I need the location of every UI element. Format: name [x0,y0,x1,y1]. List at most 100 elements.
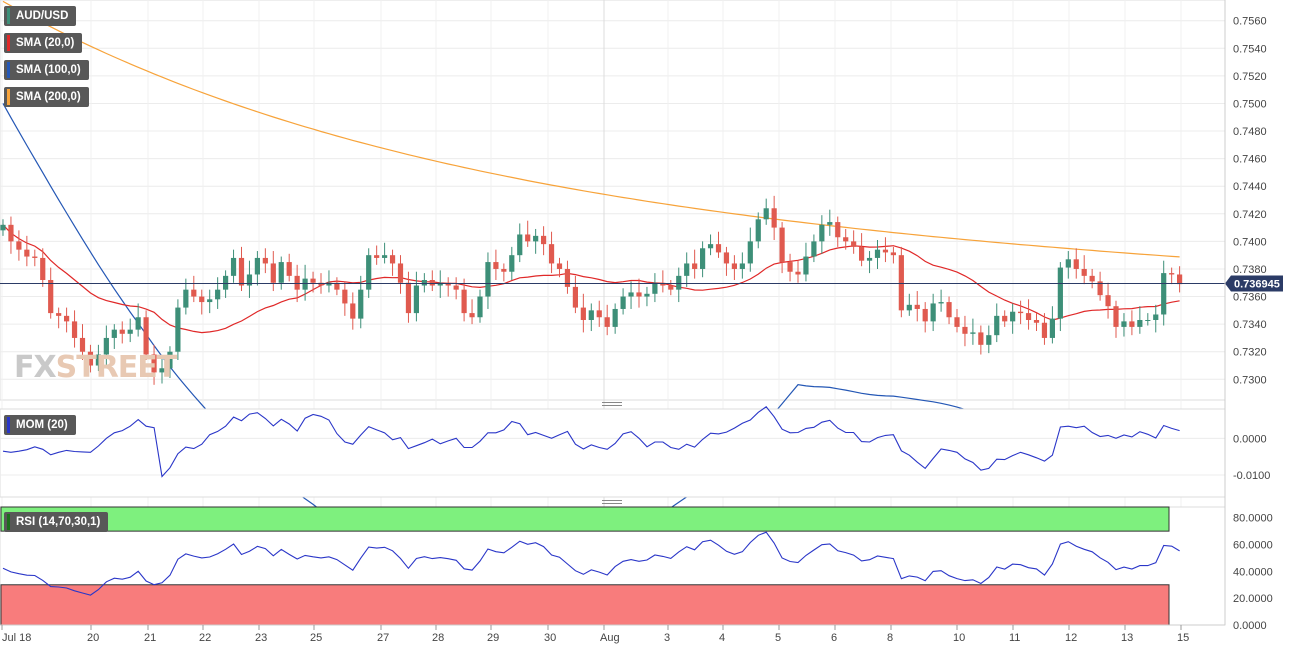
candle-body [24,249,30,257]
x-tick-label: 12 [1065,632,1077,644]
candle-body [397,263,404,283]
candle-body [1025,313,1032,320]
candle-body [572,286,578,308]
candle-body [437,282,443,286]
candle-body [747,241,753,264]
candle-body [421,280,427,286]
x-tick-label: Jul 18 [2,632,31,644]
candle-body [286,262,292,276]
legend-instrument[interactable]: AUD/USD [4,6,77,26]
candle-body [56,313,62,316]
candle-body [874,249,881,258]
candle-body [342,289,348,304]
candle-body [0,224,6,231]
candle-body [811,241,817,257]
candle-body [564,268,571,287]
candle-body [978,332,984,345]
x-tick-label: 27 [377,632,389,644]
candle-body [644,293,650,297]
mom-tick-label: -0.0100 [1233,470,1270,482]
candle-body [835,222,841,238]
candle-body [16,241,22,250]
mom-panel-bg [0,408,1226,498]
legend-sma200[interactable]: SMA (200,0) [4,87,89,107]
x-tick-label: 5 [775,632,781,644]
candle-body [866,257,873,261]
candle-body [310,278,316,283]
price-tick-label: 0.7560 [1233,16,1267,28]
candle-body [1057,267,1063,319]
candle-body [556,263,563,269]
candle-body [270,263,276,283]
candle-body [111,329,117,338]
candle-body [429,280,435,286]
x-tick-label: 10 [953,632,965,644]
candle-body [1073,259,1079,269]
candle-body [87,351,94,366]
price-tick-label: 0.7400 [1233,236,1267,248]
candle-body [715,244,722,253]
candle-body [906,304,912,311]
candle-body [469,313,475,318]
candle-body [588,310,594,320]
candle-body [930,303,936,322]
candle-body [389,255,396,264]
sma200-line [2,0,1180,258]
rsi-tick-label: 20.0000 [1233,593,1273,605]
candle-body [246,274,253,286]
legend-sma20[interactable]: SMA (20,0) [4,33,83,53]
candle-body [191,289,197,297]
candle-body [843,237,849,242]
last-price-label: 0.736945 [1234,279,1280,291]
mom-line [2,406,1180,478]
candle-body [676,275,682,290]
candle-body [859,246,865,261]
x-tick-label: 13 [1121,632,1133,644]
candle-body [700,248,706,269]
candle-body [358,289,364,319]
price-tick-label: 0.7320 [1233,347,1267,359]
candle-body [731,263,737,269]
candle-body [541,235,547,245]
candle-body [230,257,237,276]
candles-group [0,195,1183,385]
candle-body [1161,273,1167,315]
candle-body [763,208,769,220]
x-tick-label: 21 [144,632,156,644]
candle-body [318,282,324,286]
candle-body [803,256,809,275]
price-tick-label: 0.7440 [1233,181,1267,193]
candle-body [382,255,388,258]
candle-body [922,308,928,322]
candle-body [580,307,586,320]
candle-body [32,256,38,258]
price-tick-label: 0.7540 [1233,43,1267,55]
candle-body [119,329,125,334]
price-tick-label: 0.7420 [1233,209,1267,221]
rsi-tick-label: 40.0000 [1233,566,1273,578]
mom-tick-label: 0.0000 [1233,433,1267,445]
candle-body [461,289,467,314]
candle-body [525,234,531,242]
candle-body [79,337,86,352]
legend-sma100[interactable]: SMA (100,0) [4,60,89,80]
legend-mom-label: MOM (20) [16,419,68,431]
legend-sma20-label: SMA (20,0) [16,37,75,49]
legend-rsi[interactable]: RSI (14,70,30,1) [4,512,109,532]
candle-body [64,315,70,322]
candle-body [40,257,46,280]
candle-body [1145,320,1151,321]
price-tick-label: 0.7360 [1233,292,1267,304]
candle-body [739,263,745,269]
legend-sma100-label: SMA (100,0) [16,64,81,76]
rsi-oversold-zone [0,584,1170,626]
candle-body [771,208,777,228]
legend-mom[interactable]: MOM (20) [4,415,76,435]
candle-body [207,299,213,303]
candle-body [707,244,714,249]
candle-body [890,252,896,256]
price-panel-bg [0,0,1226,401]
candle-body [684,263,690,276]
